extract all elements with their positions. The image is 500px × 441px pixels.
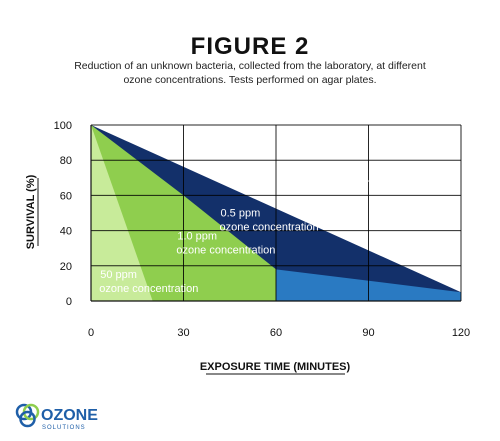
- logo-name: OZONE: [41, 407, 98, 424]
- logo-ring-icon: [19, 410, 36, 428]
- x-tick-label: 90: [362, 327, 374, 339]
- x-tick-label: 30: [177, 327, 189, 339]
- y-tick-label: 20: [60, 261, 72, 273]
- y-axis-title: SURVIVAL (%): [25, 174, 37, 249]
- region-label: 50 ppm ozone concentration: [99, 269, 198, 295]
- ozone-solutions-logo: OZONE SOLUTIONS: [14, 400, 134, 437]
- logo-tagline: SOLUTIONS: [42, 425, 86, 431]
- x-axis-title: EXPOSURE TIME (MINUTES): [200, 361, 351, 373]
- y-tick-label: 40: [60, 226, 72, 238]
- region-label-line-2: ozone concentration: [220, 222, 319, 234]
- region-label-line-1: 0.5 ppm: [221, 208, 261, 220]
- chart-subtitle-line-1: Reduction of an unknown bacteria, collec…: [74, 60, 426, 72]
- region-label: 0.1 ppm ozone concentration: [294, 164, 393, 190]
- region-label-line-2: ozone concentration: [294, 178, 393, 190]
- x-tick-label: 0: [88, 327, 94, 339]
- region-label: 0.5 ppm ozone concentration: [220, 208, 319, 234]
- region-label-line-2: ozone concentration: [176, 244, 275, 256]
- y-tick-label: 80: [60, 155, 72, 167]
- region-label-line-1: 1.0 ppm: [177, 230, 217, 242]
- region-label-line-1: 50 ppm: [100, 269, 137, 281]
- y-tick-label: 0: [66, 296, 72, 308]
- x-tick-label: 120: [452, 327, 470, 339]
- logo-graphic: OZONE SOLUTIONS: [15, 403, 98, 431]
- region-50-ppm: [91, 125, 153, 301]
- region-label-line-1: 0.1 ppm: [324, 164, 364, 176]
- region-label-line-2: ozone concentration: [99, 283, 198, 295]
- y-tick-label: 60: [60, 190, 72, 202]
- chart-title: FIGURE 2: [190, 33, 310, 60]
- chart-subtitle-line-2: ozone concentrations. Tests performed on…: [123, 74, 377, 86]
- x-tick-label: 60: [270, 327, 282, 339]
- region-label: 1.0 ppm ozone concentration: [176, 230, 275, 256]
- y-tick-label: 100: [54, 120, 72, 132]
